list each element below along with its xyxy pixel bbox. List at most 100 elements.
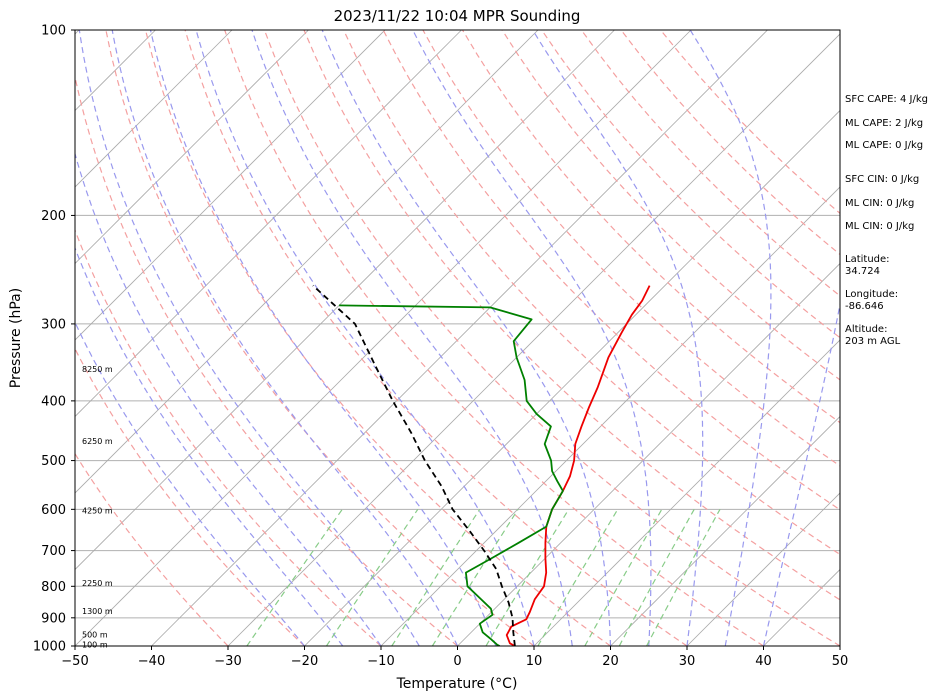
dry-adiabat-line	[343, 30, 840, 556]
y-tick-label: 900	[41, 611, 66, 626]
chart-title: 2023/11/22 10:04 MPR Sounding	[334, 7, 581, 25]
dry-adiabat-line	[184, 30, 688, 646]
mixing-ratio-line	[537, 508, 619, 646]
background-lines	[0, 30, 840, 646]
x-tick-label: −30	[214, 654, 241, 669]
x-tick-label: 10	[526, 654, 543, 669]
dry-adiabat-line	[75, 74, 458, 646]
moist-adiabat-line	[75, 151, 382, 646]
x-tick-label: −20	[291, 654, 318, 669]
mixing-ratio-line	[246, 508, 343, 646]
info-panel: SFC CAPE: 4 J/kg ML CAPE: 2 J/kg ML CAPE…	[845, 94, 928, 347]
mixing-ratio-line	[391, 508, 481, 646]
height-label: 2250 m	[82, 579, 113, 588]
x-tick-label: 0	[453, 654, 461, 669]
parcel-line	[312, 284, 516, 646]
moist-adiabat-line	[412, 30, 652, 646]
dry-adiabat-line	[422, 30, 840, 467]
height-label: 100 m	[82, 641, 108, 650]
y-tick-label: 400	[41, 394, 66, 409]
x-tick-label: 30	[679, 654, 696, 669]
moist-adiabat-line	[111, 30, 459, 646]
y-tick-label: 100	[41, 24, 66, 39]
dry-adiabat-line	[75, 347, 305, 646]
height-label: 1300 m	[82, 607, 113, 616]
latitude-label: Latitude:	[845, 254, 890, 265]
moist-adiabat-line	[75, 246, 344, 646]
isotherm-line	[75, 30, 309, 265]
isotherm-line	[457, 262, 840, 646]
dry-adiabat-line	[144, 30, 611, 646]
y-tick-label: 700	[41, 544, 66, 559]
x-tick-label: −10	[367, 654, 394, 669]
isotherm-line	[151, 30, 768, 646]
x-tick-label: 20	[602, 654, 619, 669]
isotherm-line	[75, 30, 692, 646]
ml-cape-text-2: ML CAPE: 0 J/kg	[845, 140, 923, 151]
x-axis: −50 −40 −30 −20 −10 0 10 20 30 40 50	[61, 646, 848, 669]
moist-adiabat-line	[689, 30, 772, 646]
isotherm-line	[75, 30, 386, 341]
isotherm-line	[75, 30, 539, 494]
altitude-value: 203 m AGL	[845, 336, 901, 347]
latitude-value: 34.724	[845, 266, 880, 277]
moist-adiabat-line	[762, 301, 840, 646]
isotherm-line	[686, 492, 840, 646]
moist-adiabat-line	[532, 30, 704, 646]
mixing-ratio-line	[646, 509, 721, 646]
y-tick-label: 1000	[33, 640, 66, 655]
longitude-value: -86.646	[845, 301, 884, 312]
moist-adiabat-line	[195, 30, 535, 646]
y-axis: 100 200 300 400 500 600 700 800 900 1000	[33, 24, 75, 655]
dry-adiabat-line	[580, 30, 840, 297]
y-axis-title: Pressure (hPa)	[8, 288, 24, 388]
isotherm-line	[610, 415, 840, 646]
dry-adiabat-line	[75, 228, 382, 646]
x-tick-label: 50	[832, 654, 849, 669]
moist-adiabat-line	[149, 30, 497, 646]
isotherm-line	[304, 109, 840, 646]
height-label: 6250 m	[82, 437, 113, 446]
isotherm-line	[227, 33, 840, 646]
sounding-series	[312, 284, 651, 646]
x-tick-label: 40	[755, 654, 772, 669]
mixing-ratio-line	[618, 509, 695, 646]
dry-adiabat-line	[382, 30, 840, 511]
x-axis-title: Temperature (°C)	[396, 676, 518, 692]
isotherm-line	[75, 30, 233, 188]
isotherm-line	[75, 30, 462, 418]
y-tick-label: 200	[41, 209, 66, 224]
mixing-ratio-line	[485, 508, 570, 646]
moist-adiabat-line	[251, 30, 573, 646]
y-tick-label: 600	[41, 503, 66, 518]
isotherm-line	[533, 339, 840, 646]
dry-adiabat-line	[303, 30, 840, 601]
altitude-label: Altitude:	[845, 324, 887, 335]
isotherm-line	[0, 30, 3, 646]
sfc-cin-text: SFC CIN: 0 J/kg	[845, 174, 919, 185]
dry-adiabat-line	[263, 30, 840, 646]
x-tick-label: −40	[138, 654, 165, 669]
dry-adiabat-line	[105, 30, 535, 646]
plot-background	[75, 30, 840, 646]
moist-adiabat-line	[321, 30, 612, 646]
ml-cin-text-1: ML CIN: 0 J/kg	[845, 198, 914, 209]
longitude-label: Longitude:	[845, 289, 898, 300]
isotherm-line	[380, 186, 840, 646]
y-tick-label: 300	[41, 317, 66, 332]
sfc-cape-text: SFC CAPE: 4 J/kg	[845, 94, 928, 105]
moist-adiabat-line	[78, 30, 420, 646]
dewpoint-line	[339, 304, 564, 646]
ml-cape-text-1: ML CAPE: 2 J/kg	[845, 118, 923, 129]
isotherm-line	[75, 30, 615, 571]
height-label: 4250 m	[82, 507, 113, 516]
height-label: 500 m	[82, 631, 108, 640]
x-tick-label: −50	[61, 654, 88, 669]
height-label: 8250 m	[82, 365, 113, 374]
mixing-ratio-line	[325, 508, 419, 646]
mixing-ratio-line	[584, 509, 663, 646]
y-tick-label: 800	[41, 580, 66, 595]
mixing-ratio-line	[431, 508, 519, 646]
